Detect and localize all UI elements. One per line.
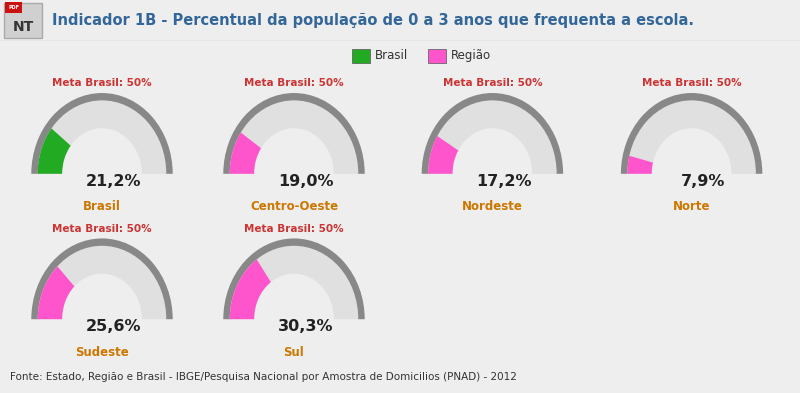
- Text: Meta Brasil: 50%: Meta Brasil: 50%: [52, 78, 152, 88]
- Wedge shape: [422, 93, 563, 174]
- Text: Centro-Oeste: Centro-Oeste: [250, 200, 338, 213]
- Wedge shape: [230, 259, 271, 319]
- FancyBboxPatch shape: [4, 3, 42, 38]
- FancyBboxPatch shape: [5, 2, 22, 13]
- Text: Nordeste: Nordeste: [462, 200, 523, 213]
- Text: Região: Região: [450, 49, 490, 62]
- Wedge shape: [38, 266, 74, 319]
- Text: Norte: Norte: [673, 200, 710, 213]
- Text: Meta Brasil: 50%: Meta Brasil: 50%: [52, 224, 152, 234]
- Bar: [428, 49, 446, 63]
- Text: 21,2%: 21,2%: [86, 174, 142, 189]
- Wedge shape: [428, 136, 458, 174]
- Wedge shape: [627, 156, 653, 174]
- Text: Meta Brasil: 50%: Meta Brasil: 50%: [442, 78, 542, 88]
- Wedge shape: [621, 93, 762, 174]
- Text: Brasil: Brasil: [374, 49, 408, 62]
- Text: 19,0%: 19,0%: [278, 174, 334, 189]
- Text: 17,2%: 17,2%: [476, 174, 532, 189]
- Text: Meta Brasil: 50%: Meta Brasil: 50%: [642, 78, 742, 88]
- Wedge shape: [230, 132, 261, 174]
- Bar: [352, 49, 370, 63]
- Text: Indicador 1B - Percentual da população de 0 a 3 anos que frequenta a escola.: Indicador 1B - Percentual da população d…: [52, 13, 694, 28]
- Text: PDF: PDF: [8, 5, 19, 10]
- Text: Meta Brasil: 50%: Meta Brasil: 50%: [244, 78, 344, 88]
- Wedge shape: [627, 100, 756, 174]
- Text: NT: NT: [13, 20, 34, 34]
- Text: 30,3%: 30,3%: [278, 319, 334, 334]
- Wedge shape: [230, 100, 358, 174]
- Wedge shape: [31, 93, 173, 174]
- Text: Fonte: Estado, Região e Brasil - IBGE/Pesquisa Nacional por Amostra de Domicilio: Fonte: Estado, Região e Brasil - IBGE/Pe…: [10, 372, 517, 382]
- Wedge shape: [223, 239, 365, 319]
- Text: 7,9%: 7,9%: [681, 174, 726, 189]
- Wedge shape: [38, 129, 70, 174]
- Text: 25,6%: 25,6%: [86, 319, 142, 334]
- Wedge shape: [223, 93, 365, 174]
- Text: Sudeste: Sudeste: [75, 346, 129, 359]
- Wedge shape: [38, 100, 166, 174]
- Text: Sul: Sul: [284, 346, 304, 359]
- Text: Meta Brasil: 50%: Meta Brasil: 50%: [244, 224, 344, 234]
- Wedge shape: [428, 100, 557, 174]
- Wedge shape: [31, 239, 173, 319]
- Wedge shape: [230, 246, 358, 319]
- Wedge shape: [38, 246, 166, 319]
- Text: Brasil: Brasil: [83, 200, 121, 213]
